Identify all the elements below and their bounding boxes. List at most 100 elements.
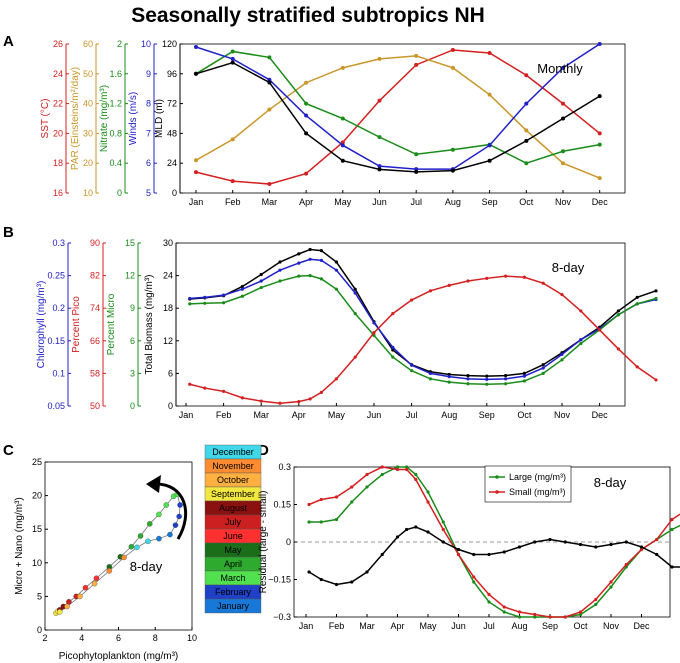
y-axis-label: Winds (m/s) <box>128 92 139 145</box>
data-point <box>163 502 170 508</box>
y-axis-label: Nitrate (mg/m³) <box>99 85 110 152</box>
y-tick-label: 50 <box>83 69 93 79</box>
y-tick-label: 9 <box>146 69 151 79</box>
panel-d-label: D <box>258 442 269 459</box>
x-tick-label: Feb <box>225 197 241 207</box>
data-point <box>77 593 83 600</box>
data-point <box>203 386 207 390</box>
x-tick-label: Dec <box>592 197 609 207</box>
data-point <box>578 612 583 617</box>
data-point <box>177 502 183 508</box>
y-tick-label: 1.6 <box>109 69 122 79</box>
y-tick-label: 25 <box>32 457 42 467</box>
data-point <box>655 537 659 542</box>
data-point <box>66 599 72 605</box>
data-point <box>222 293 226 297</box>
y-tick-label: 24 <box>167 158 177 168</box>
x-tick-label: Mar <box>262 197 278 207</box>
y-tick-label: 6 <box>130 336 135 346</box>
data-point <box>466 279 470 283</box>
data-point <box>340 65 345 70</box>
data-point <box>654 289 658 293</box>
data-point <box>504 382 508 386</box>
data-point <box>259 279 263 283</box>
panel-d-chart: −0.3 −0.15 0 0.15 0.3 Residual (large - small… <box>258 462 680 631</box>
x-tick-label: Jan <box>189 197 204 207</box>
data-point <box>504 377 508 381</box>
data-point <box>334 287 338 291</box>
data-point <box>410 298 414 302</box>
legend-label: September <box>211 489 255 499</box>
data-point <box>350 500 354 504</box>
data-point <box>203 301 207 305</box>
data-point <box>563 615 567 619</box>
data-point <box>137 533 144 539</box>
x-tick-label: Nov <box>603 621 620 631</box>
data-point <box>267 182 272 187</box>
data-point <box>230 137 235 142</box>
y-tick-label: 0 <box>172 188 177 198</box>
y-tick-label: 72 <box>167 99 177 109</box>
data-point <box>307 502 311 507</box>
data-point <box>319 497 323 502</box>
y-tick-label: 18 <box>163 303 173 313</box>
data-point <box>578 610 583 614</box>
y-tick-label: 2 <box>117 39 122 49</box>
series-line <box>195 49 601 185</box>
data-point <box>222 301 226 305</box>
series-line <box>195 61 601 173</box>
data-point <box>654 378 658 382</box>
x-tick-label: Dec <box>592 410 609 420</box>
data-point <box>541 366 545 370</box>
panel-annotation: 8-day <box>552 260 585 275</box>
data-point <box>487 143 492 148</box>
legend-label: June <box>223 531 243 541</box>
data-point <box>414 152 419 157</box>
x-tick-label: Sep <box>482 197 498 207</box>
data-point <box>524 128 529 133</box>
x-tick-label: Feb <box>216 410 232 420</box>
data-point <box>146 521 153 527</box>
data-point <box>188 296 192 301</box>
data-point <box>222 389 226 393</box>
y-tick-label: 6 <box>146 158 151 168</box>
data-point <box>319 390 323 395</box>
y-tick-label: 0 <box>37 625 42 635</box>
data-point <box>472 552 476 557</box>
y-axis-label: SST (°C) <box>40 99 51 139</box>
panel-annotation: 8-day <box>594 475 627 490</box>
x-tick-label: Apr <box>292 410 306 420</box>
data-point <box>560 352 564 356</box>
data-point <box>240 294 244 298</box>
data-point <box>297 274 301 278</box>
data-point <box>319 520 323 524</box>
x-tick-label: Sep <box>542 621 558 631</box>
data-point <box>426 490 430 494</box>
data-point <box>635 365 639 369</box>
data-point <box>548 615 552 619</box>
data-point <box>340 143 345 148</box>
data-point <box>428 289 432 293</box>
y-tick-label: 18 <box>53 158 63 168</box>
data-point <box>485 377 489 381</box>
y-axis-label: Residual (large - small) <box>258 491 269 594</box>
data-point <box>639 545 644 549</box>
x-tick-label: Mar <box>359 621 375 631</box>
data-point <box>340 116 345 121</box>
data-point <box>450 47 455 52</box>
data-point <box>304 171 309 176</box>
data-point <box>414 169 419 174</box>
data-point <box>230 60 235 65</box>
legend-swatch <box>204 598 262 614</box>
panel-c-label: C <box>3 442 14 459</box>
data-point <box>240 287 244 291</box>
data-point <box>278 260 282 264</box>
panel-annotation: Monthly <box>537 61 583 76</box>
data-point <box>304 80 309 85</box>
data-point <box>259 399 263 403</box>
legend-label: November <box>212 461 254 471</box>
data-point <box>194 158 198 163</box>
data-point <box>616 313 621 317</box>
data-point <box>487 592 491 597</box>
